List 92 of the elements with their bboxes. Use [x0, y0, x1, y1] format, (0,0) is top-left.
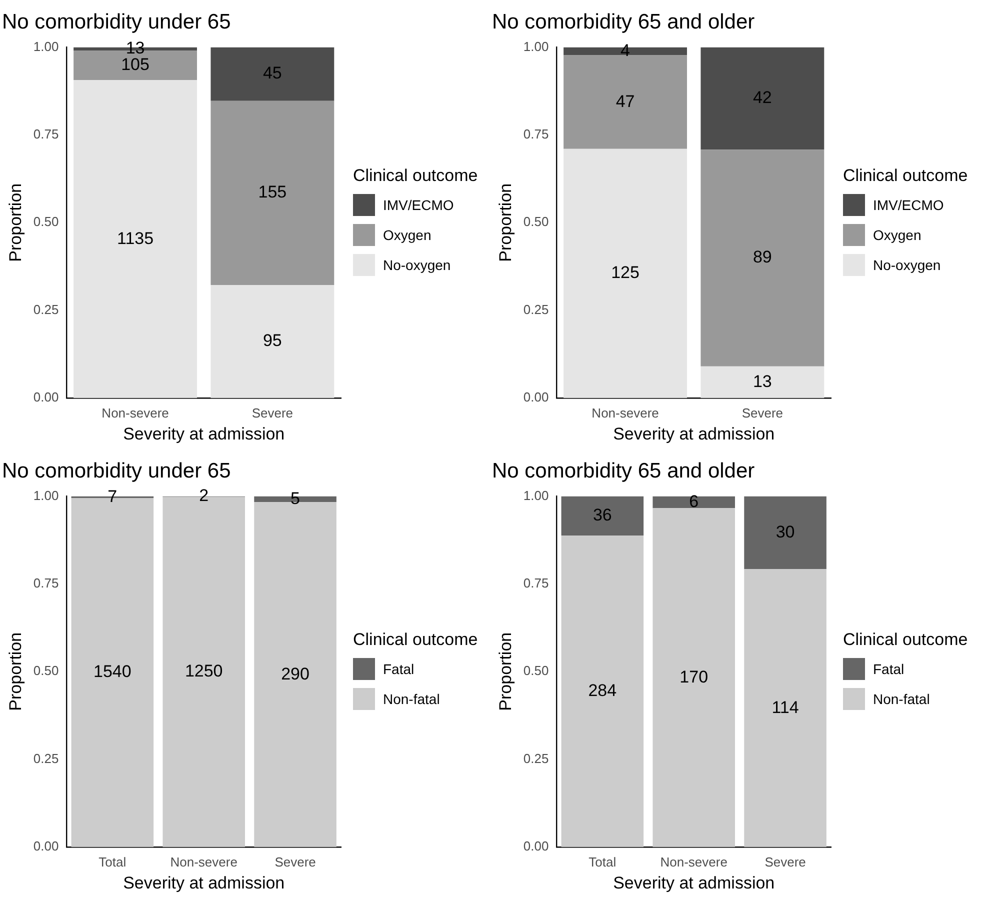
legend-label: No-oxygen: [873, 256, 941, 272]
y-tick-label: 0.50: [33, 663, 59, 678]
y-tick-label: 0.50: [523, 663, 549, 678]
y-tick-label: 0.00: [523, 390, 549, 405]
legend-title: Clinical outcome: [843, 630, 968, 650]
x-tick-label: Non-severe: [102, 405, 169, 420]
annotation: 7: [108, 486, 118, 506]
y-tick-label: 1.00: [523, 38, 549, 54]
x-axis-title: Severity at admission: [123, 873, 285, 892]
chart-title: No comorbidity under 65: [2, 459, 231, 482]
legend-title: Clinical outcome: [843, 166, 968, 186]
annotation: 290: [281, 664, 310, 684]
annotation: 105: [121, 55, 150, 74]
annotation: 36: [592, 506, 612, 525]
annotation: 13: [752, 372, 772, 391]
annotation: 30: [776, 522, 795, 542]
legend-label: No-oxygen: [383, 256, 451, 272]
annotation: 2: [199, 486, 209, 506]
y-tick-label: 0.50: [33, 214, 59, 230]
legend-label: Oxygen: [873, 226, 922, 242]
x-axis-title: Severity at admission: [613, 873, 775, 892]
y-tick-label: 0.25: [523, 750, 549, 766]
annotation: 47: [616, 92, 635, 111]
y-tick-label: 1.00: [33, 38, 59, 54]
legend-label: Non-fatal: [383, 690, 440, 706]
bar: [561, 496, 644, 536]
bar: [744, 496, 826, 570]
y-tick-label: 0.75: [33, 575, 59, 590]
x-tick-label: Non-severe: [660, 854, 728, 870]
annotation: 1540: [94, 662, 132, 682]
y-axis-title: Proportion: [6, 632, 25, 711]
bar: [744, 569, 826, 847]
annotation: 125: [611, 263, 640, 282]
legend-label: Fatal: [873, 660, 904, 676]
annotation: 1135: [116, 228, 154, 248]
bar: [74, 80, 197, 398]
bar: [564, 55, 687, 149]
annotation: 89: [752, 248, 772, 267]
bar: [652, 496, 735, 508]
legend-title: Clinical outcome: [353, 166, 478, 186]
y-axis-title: Proportion: [496, 632, 515, 711]
bar: [210, 47, 334, 101]
annotation: 114: [772, 698, 799, 717]
legend-label: IMV/ECMO: [873, 196, 944, 212]
annotation: 170: [680, 667, 708, 686]
y-tick-label: 0.75: [523, 575, 549, 590]
y-tick-label: 1.00: [33, 488, 59, 503]
y-tick-label: 0.75: [33, 126, 59, 142]
legend-label: IMV/ECMO: [383, 196, 454, 212]
annotation: 45: [262, 64, 282, 83]
y-axis-title: Proportion: [6, 183, 25, 262]
chart-title: No comorbidity under 65: [2, 10, 231, 34]
legend-title: Clinical outcome: [353, 630, 478, 650]
x-tick-label: Severe: [274, 854, 316, 870]
x-tick-label: Non-severe: [592, 405, 659, 420]
chart-title: No comorbidity 65 and older: [492, 10, 755, 34]
x-axis-title: Severity at admission: [123, 424, 285, 444]
y-tick-label: 0.25: [33, 302, 59, 317]
x-tick-label: Severe: [742, 405, 784, 420]
x-tick-label: Total: [588, 854, 616, 870]
bar: [564, 148, 687, 398]
legend-label: Non-fatal: [873, 690, 930, 706]
chart-title: No comorbidity 65 and older: [492, 459, 755, 482]
y-tick-label: 0.00: [33, 838, 59, 854]
annotation: 1250: [184, 662, 223, 681]
x-tick-label: Non-severe: [170, 854, 238, 870]
y-tick-label: 0.75: [523, 126, 549, 142]
bar: [652, 508, 735, 847]
x-tick-label: Severe: [252, 405, 294, 420]
annotation: 95: [262, 331, 282, 350]
y-tick-label: 0.00: [523, 838, 549, 854]
y-tick-label: 1.00: [523, 488, 549, 503]
x-axis-title: Severity at admission: [613, 424, 775, 444]
legend-label: Oxygen: [383, 226, 432, 242]
x-tick-label: Total: [98, 854, 126, 870]
y-tick-label: 0.00: [33, 390, 59, 405]
annotation: 284: [588, 680, 617, 700]
y-tick-label: 0.50: [523, 214, 549, 230]
legend-label: Fatal: [383, 660, 414, 676]
bar: [561, 535, 644, 847]
x-tick-label: Severe: [764, 854, 806, 870]
bar: [700, 47, 824, 150]
bar: [210, 100, 334, 286]
bar: [700, 366, 824, 398]
annotation: 6: [689, 492, 699, 511]
bar: [210, 285, 334, 398]
y-tick-label: 0.25: [523, 302, 549, 317]
y-tick-label: 0.25: [33, 750, 59, 766]
bar: [700, 150, 824, 366]
y-axis-title: Proportion: [496, 183, 515, 262]
annotation: 42: [752, 88, 772, 108]
annotation: 155: [258, 182, 287, 202]
